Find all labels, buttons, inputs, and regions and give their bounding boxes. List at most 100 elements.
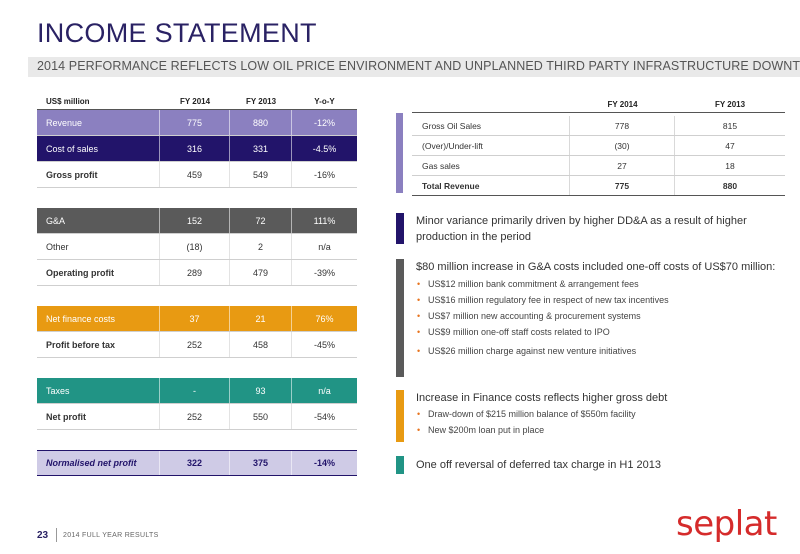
table-row: G&A 152 72 111%: [37, 208, 357, 234]
cost-of-sales-color-bar: [396, 213, 404, 244]
ga-text: $80 million increase in G&A costs includ…: [416, 261, 776, 273]
page-number: 23: [37, 530, 49, 541]
bullet-icon: •: [417, 409, 421, 419]
table-row: Revenue 775 880 -12%: [37, 110, 357, 136]
row-label: Revenue: [37, 110, 160, 135]
cell-yoy: -12%: [313, 117, 335, 128]
row-label: Total Revenue: [412, 176, 570, 195]
cell-fy2014: 775: [160, 110, 230, 135]
table-row: Net finance costs 37 21 76%: [37, 306, 357, 332]
bullet-icon: •: [417, 425, 421, 435]
commentary-cost-of-sales: Minor variance primarily driven by highe…: [396, 213, 786, 247]
table-header: US$ million FY 2014 FY 2013 Y-o-Y: [37, 94, 357, 110]
row-label: G&A: [37, 208, 160, 233]
cell-fy2014: (18): [160, 234, 230, 259]
cell-fy2013: 72: [230, 208, 292, 233]
row-label: Operating profit: [37, 260, 160, 285]
cell-yoy: -16%: [313, 169, 335, 180]
finance-color-bar: [396, 390, 404, 442]
row-label: Net finance costs: [37, 306, 160, 331]
cell-fy2014: -: [160, 378, 230, 403]
bullet-icon: •: [417, 311, 421, 321]
table-row: Normalised net profit 322 375 -14%: [37, 450, 357, 476]
cell-yoy: -45%: [313, 339, 335, 350]
cell-fy2013: 21: [230, 306, 292, 331]
cell-fy2013: 880: [722, 180, 738, 191]
cell-yoy: n/a: [318, 241, 331, 252]
footer-divider: [56, 528, 57, 542]
cell-fy2013: 47: [725, 140, 735, 151]
bullet-icon: •: [417, 327, 421, 337]
table-row: Gas sales 27 18: [412, 156, 785, 176]
cost-of-sales-text: Minor variance primarily driven by highe…: [416, 215, 747, 243]
col-header-fy2013: FY 2013: [714, 100, 746, 109]
cell-fy2014: 289: [160, 260, 230, 285]
row-label: Gross profit: [37, 162, 160, 187]
commentary-finance: Increase in Finance costs reflects highe…: [396, 390, 786, 444]
ga-text-block: $80 million increase in G&A costs includ…: [416, 259, 786, 359]
subtitle-bar: 2014 PERFORMANCE REFLECTS LOW OIL PRICE …: [28, 57, 800, 77]
commentary-ga: $80 million increase in G&A costs includ…: [396, 259, 786, 379]
cell-yoy: -54%: [313, 411, 335, 422]
taxes-color-bar: [396, 456, 404, 474]
commentary-taxes: One off reversal of deferred tax charge …: [396, 456, 786, 476]
cell-fy2013: 18: [725, 160, 735, 171]
row-label: Profit before tax: [37, 332, 160, 357]
table-row: Taxes -93 n/a: [37, 378, 357, 404]
ga-color-bar: [396, 259, 404, 377]
cell-fy2014: (30): [570, 136, 675, 155]
list-item: • US$7 million new accounting & procureme…: [416, 308, 786, 324]
cell-yoy: -14%: [313, 458, 335, 468]
table-row: Profit before tax 252 458 -45%: [37, 332, 357, 358]
row-label: Taxes: [37, 378, 160, 403]
ga-bullet-list: • US$12 million bank commitment & arrange…: [416, 276, 786, 359]
list-item: • New $200m loan put in place: [416, 422, 786, 438]
page-subtitle: 2014 PERFORMANCE REFLECTS LOW OIL PRICE …: [37, 59, 800, 73]
cell-yoy: 76%: [315, 313, 334, 324]
cell-fy2014: 37: [160, 306, 230, 331]
cell-fy2013: 479: [230, 260, 292, 285]
finance-text: Increase in Finance costs reflects highe…: [416, 392, 668, 404]
cell-fy2014: 322: [160, 451, 230, 475]
row-label: Gas sales: [412, 156, 570, 175]
revenue-breakdown-header: FY 2014 FY 2013: [412, 97, 785, 113]
cell-fy2014: 775: [570, 176, 675, 195]
cell-fy2013: 2: [230, 234, 292, 259]
list-item: • Draw-down of $215 million balance of $5…: [416, 406, 786, 422]
taxes-text: One off reversal of deferred tax charge …: [416, 459, 661, 471]
cell-fy2014: 316: [160, 136, 230, 161]
table-row: Operating profit 289 479 -39%: [37, 260, 357, 286]
table-row: Total Revenue 775 880: [412, 176, 785, 196]
row-label: Other: [37, 234, 160, 259]
cell-fy2013: 880: [230, 110, 292, 135]
cell-fy2014: 252: [160, 332, 230, 357]
seplat-logo: seplat: [676, 504, 777, 544]
finance-text-block: Increase in Finance costs reflects highe…: [416, 390, 786, 438]
bullet-icon: •: [417, 295, 421, 305]
col-header-fy2013: FY 2013: [245, 97, 277, 106]
cell-fy2014: 252: [160, 404, 230, 429]
list-item: • US$16 million regulatory fee in respect…: [416, 292, 786, 308]
row-label: Gross Oil Sales: [412, 116, 570, 135]
table-row: Gross profit 459 549 -16%: [37, 162, 357, 188]
cell-yoy: -39%: [313, 267, 335, 278]
col-header-fy2014: FY 2014: [607, 100, 638, 109]
cell-fy2013: 93: [230, 378, 292, 403]
cell-yoy: n/a: [318, 385, 331, 396]
row-label: Normalised net profit: [37, 451, 160, 475]
cell-fy2013: 549: [230, 162, 292, 187]
cell-fy2013: 331: [230, 136, 292, 161]
footer-text: 2014 FULL YEAR RESULTS: [63, 532, 159, 539]
cell-fy2013: 375: [230, 451, 292, 475]
list-item: • US$12 million bank commitment & arrange…: [416, 276, 786, 292]
col-header-yoy: Y-o-Y: [314, 97, 335, 106]
cell-yoy: -4.5%: [312, 143, 337, 154]
col-header-label: [412, 97, 570, 112]
finance-bullet-list: • Draw-down of $215 million balance of $5…: [416, 406, 786, 438]
revenue-color-bar: [396, 113, 403, 193]
cell-fy2014: 778: [570, 116, 675, 135]
table-row: (Over)/Under-lift (30) 47: [412, 136, 785, 156]
cell-fy2014: 459: [160, 162, 230, 187]
bullet-icon: •: [417, 279, 421, 289]
cell-fy2013: 550: [230, 404, 292, 429]
